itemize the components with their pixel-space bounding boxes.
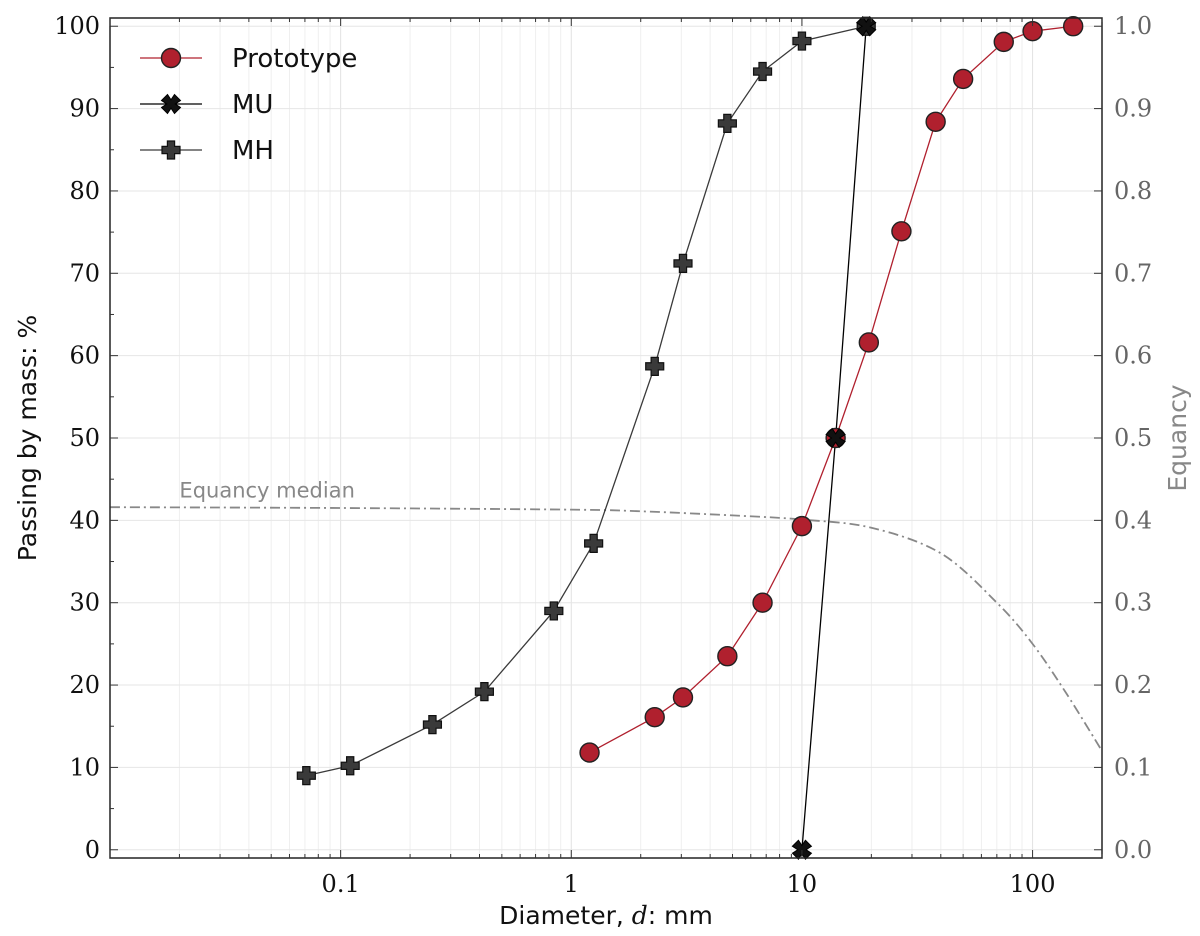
y2-tick-label: 0.1 xyxy=(1114,753,1152,781)
point-mh xyxy=(422,714,443,735)
y-tick-label: 10 xyxy=(69,753,100,781)
point-mh xyxy=(792,31,812,51)
point-mh xyxy=(544,601,564,621)
y-tick-label: 30 xyxy=(69,589,100,617)
series-line-prototype xyxy=(589,25,1074,754)
y-tick-label: 20 xyxy=(69,671,100,699)
y2-tick-label: 0.9 xyxy=(1114,95,1152,123)
axis-ticks xyxy=(109,18,1103,858)
x-tick-label: 1 xyxy=(564,870,579,898)
point-mh xyxy=(673,253,693,274)
y-tick-label: 90 xyxy=(69,95,100,123)
point-prototype xyxy=(579,742,600,763)
y2-axis-label: Equancy xyxy=(1163,384,1192,491)
y2-tick-label: 0.2 xyxy=(1114,671,1152,699)
point-prototype xyxy=(717,646,738,667)
point-mu xyxy=(825,427,846,449)
y-tick-label: 40 xyxy=(69,506,100,534)
y-tick-label: 0 xyxy=(85,836,100,864)
x-tick-label: 0.1 xyxy=(322,870,360,898)
point-mh xyxy=(474,682,494,702)
point-prototype xyxy=(993,31,1014,53)
y2-tick-label: 0.5 xyxy=(1114,424,1152,452)
point-mh xyxy=(296,766,316,786)
point-prototype xyxy=(752,592,773,613)
legend-label-mu: MU xyxy=(232,90,273,120)
plot-area xyxy=(110,15,1102,861)
y2-tick-label: 1.0 xyxy=(1114,12,1152,40)
point-prototype xyxy=(672,687,694,708)
point-prototype xyxy=(1062,16,1084,37)
point-mh xyxy=(584,533,604,554)
point-prototype xyxy=(925,111,946,132)
point-prototype xyxy=(952,68,974,90)
y-tick-label: 50 xyxy=(69,424,100,452)
point-prototype xyxy=(858,332,880,353)
y2-tick-label: 0.6 xyxy=(1114,342,1152,370)
legend-marker-prototype xyxy=(160,47,182,69)
point-prototype xyxy=(891,221,912,242)
y2-tick-label: 0.4 xyxy=(1114,506,1152,534)
point-prototype xyxy=(644,706,665,728)
y-tick-label: 70 xyxy=(69,259,100,287)
legend-label-mh: MH xyxy=(232,136,274,166)
equancy-median-annotation: Equancy median xyxy=(179,478,354,502)
x-axis-label: Diameter, d: mm xyxy=(499,901,713,930)
y2-tick-label: 0.0 xyxy=(1114,836,1152,864)
y2-tick-label: 0.7 xyxy=(1114,259,1152,287)
y-tick-label: 80 xyxy=(69,177,100,205)
series-line-mh xyxy=(306,25,867,777)
y-tick-label: 100 xyxy=(54,12,100,40)
legend-label-prototype: Prototype xyxy=(232,44,357,74)
x-tick-label: 100 xyxy=(1010,870,1056,898)
legend-marker-mu xyxy=(160,93,182,115)
legend: Prototype MU MH xyxy=(140,44,357,166)
point-prototype xyxy=(791,515,813,537)
point-mh xyxy=(340,756,360,776)
y2-tick-label: 0.8 xyxy=(1114,177,1152,205)
point-mh xyxy=(752,61,773,82)
point-mh xyxy=(717,113,737,134)
tick-labels: 0 10 20 30 40 50 60 70 80 90 100 0.0 0.1 0.2 0.3 0.4 0.5… xyxy=(54,12,1152,898)
x-tick-label: 10 xyxy=(787,870,818,898)
legend-marker-mh xyxy=(161,140,181,160)
y-tick-label: 60 xyxy=(69,342,100,370)
y2-tick-label: 0.3 xyxy=(1114,589,1152,617)
point-mu xyxy=(791,839,813,861)
y-axis-label: Passing by mass: % xyxy=(13,315,42,561)
equancy-median-line xyxy=(110,506,1102,752)
point-mh xyxy=(645,356,665,376)
